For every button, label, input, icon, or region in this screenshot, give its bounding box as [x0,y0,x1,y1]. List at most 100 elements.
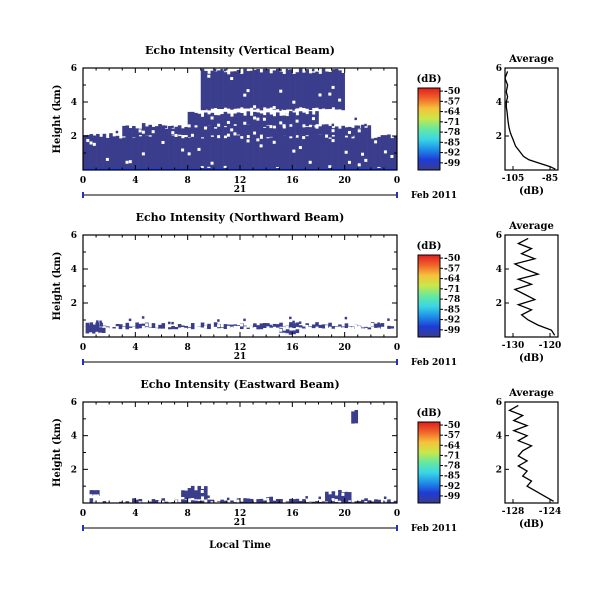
echo-cell [129,128,133,136]
echo-gap [181,148,184,151]
echo-speck [224,69,227,72]
average-x-label: (dB) [519,519,544,530]
echo-gap [217,124,220,127]
average-x-tick-label: -105 [502,174,525,184]
average-y-tick-label: 4 [496,98,502,108]
x-tick-label: 4 [132,509,138,519]
echo-gap [296,120,299,123]
average-title: Average [508,388,554,399]
echo-gap [211,162,214,165]
echo-cell [243,133,247,170]
y-tick-label: 6 [71,64,77,74]
echo-cell [253,323,257,327]
echo-cell [351,411,355,423]
echo-cell [387,326,391,329]
echo-cell [165,129,169,137]
day-label: 21 [234,518,247,528]
echo-cell [296,329,300,333]
colorbar-tick-label: -85 [444,305,460,315]
echo-cell [158,135,162,170]
echo-speck [217,319,220,322]
echo-cell [191,112,195,127]
echo-speck [165,126,168,129]
echo-cell [279,137,283,170]
echo-cell [368,327,372,329]
echo-gap [325,325,328,328]
x-tick-label: 0 [80,343,86,353]
echo-cell [240,139,244,170]
echo-cell [211,137,215,170]
echo-gap [142,152,145,155]
echo-cell [237,112,241,126]
echo-cell [250,127,254,137]
echo-cell [207,114,211,125]
echo-gap [93,143,96,146]
echo-cell [368,136,372,170]
echo-gap [361,328,364,331]
echo-cell [283,331,287,333]
echo-gap [106,158,109,161]
echo-cell [122,137,126,170]
echo-gap [95,332,98,335]
echo-cell [233,71,237,109]
colorbar [418,255,440,337]
echo-cell [276,134,280,170]
x-tick-label: 4 [132,176,138,186]
echo-cell [299,69,303,108]
echo-cell [345,492,349,503]
echo-gap [201,490,204,493]
echo-cell [132,126,136,137]
echo-cell [224,112,228,126]
echo-cell [207,136,211,170]
x-tick-label: 20 [338,343,351,353]
x-tick-label: 20 [338,176,351,186]
echo-cell [328,323,332,327]
echo-cell [364,327,368,328]
echo-cell [211,113,215,127]
echo-speck [168,322,171,325]
echo-gap [217,324,220,327]
echo-cell [266,138,270,170]
echo-gap [233,132,236,135]
echo-cell [387,134,391,170]
echo-gap [129,160,132,163]
echo-speck [299,321,302,324]
echo-gap [158,329,161,332]
colorbar-tick-label: -99 [444,492,460,502]
echo-cell [328,72,332,109]
echo-cell [276,126,280,137]
echo-cell [309,127,313,135]
echo-speck [345,317,348,320]
echo-cell [328,126,332,138]
echo-cell [322,135,326,170]
echo-cell [250,133,254,170]
average-x-tick-label: -120 [539,341,562,351]
echo-cell [194,113,198,125]
echo-cell [263,128,267,135]
average-y-tick-label: 2 [496,299,502,309]
echo-cell [348,135,352,170]
plot-frame [83,235,397,337]
echo-gap [230,327,233,330]
colorbar-tick-label: -99 [444,326,460,336]
echo-cell [112,327,116,328]
echo-cell [273,128,277,136]
x-tick-label: 16 [286,343,299,353]
echo-cell [325,135,329,170]
echo-gap [243,94,246,97]
echo-cell [135,322,139,328]
echo-gap [188,152,191,155]
echo-cell [292,323,296,328]
echo-cell [175,136,179,170]
echo-cell [309,73,313,110]
echo-gap [286,326,289,329]
average-y-tick-label: 2 [496,132,502,142]
colorbar-tick-label: -57 [444,431,460,441]
echo-speck [384,496,387,499]
echo-cell [279,323,283,327]
colorbar-unit: (dB) [417,74,442,85]
echo-speck [227,498,230,501]
echo-gap [122,327,125,330]
echo-cell [283,135,287,170]
